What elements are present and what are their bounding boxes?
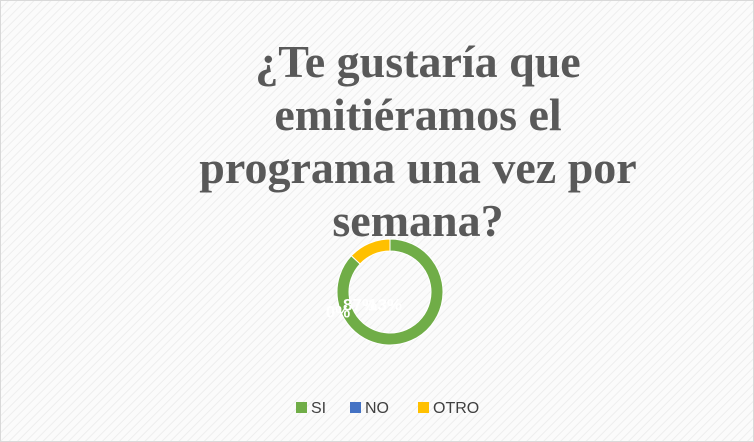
- chart-title: emitiéramos el: [274, 89, 561, 140]
- data-label: 0%: [326, 302, 351, 321]
- legend-label: OTRO: [433, 400, 479, 417]
- data-label: 87%: [343, 295, 377, 314]
- donut-slice: [350, 238, 391, 265]
- chart-title: ¿Te gustaría que: [255, 36, 580, 87]
- legend-label: SI: [311, 400, 326, 417]
- legend-swatch: [418, 402, 429, 413]
- chart-title: semana?: [332, 195, 503, 246]
- donut-slice: [336, 238, 444, 346]
- legend-swatch: [350, 402, 361, 413]
- legend-label: NO: [365, 400, 389, 417]
- legend-swatch: [296, 402, 307, 413]
- data-label: 13%: [368, 295, 402, 314]
- chart-title: programa una vez por: [199, 142, 636, 193]
